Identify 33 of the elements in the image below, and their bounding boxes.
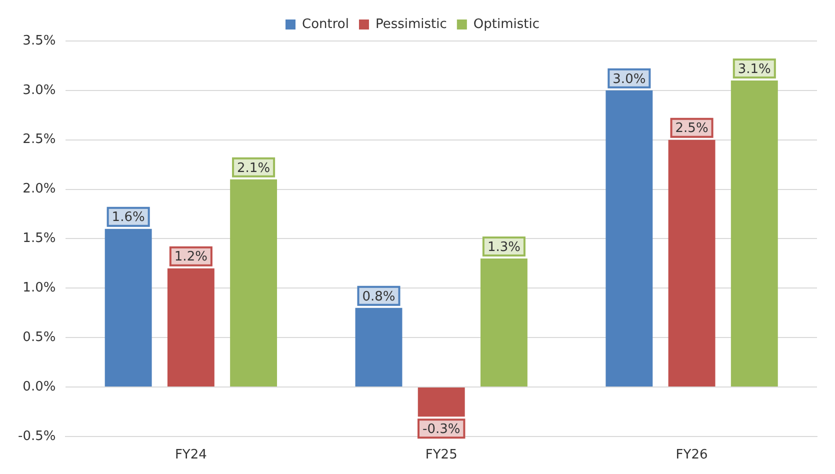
data-label: 2.5% xyxy=(675,121,708,136)
bar xyxy=(668,140,716,386)
bar xyxy=(480,258,528,386)
data-label: 1.3% xyxy=(487,240,520,255)
data-label: 3.0% xyxy=(612,72,646,87)
legend-label: Optimistic xyxy=(473,16,540,32)
y-tick-label: 0.0% xyxy=(22,379,56,394)
y-tick-label: 3.0% xyxy=(22,82,56,98)
y-tick-label: 1.0% xyxy=(22,280,56,296)
x-tick-label: FY26 xyxy=(676,448,708,463)
data-label: 2.1% xyxy=(237,160,270,176)
bar xyxy=(418,387,465,417)
bar xyxy=(606,90,653,386)
x-tick-label: FY25 xyxy=(425,448,458,463)
x-tick-label: FY24 xyxy=(174,448,207,463)
y-tick-label: -0.5% xyxy=(18,428,56,444)
y-tick-label: 2.5% xyxy=(22,132,56,148)
bar xyxy=(104,228,152,386)
legend-label: Control xyxy=(302,16,349,32)
bar xyxy=(730,80,778,386)
y-tick-label: 1.5% xyxy=(22,231,56,246)
data-label: 0.8% xyxy=(362,289,396,304)
bar xyxy=(230,179,278,386)
bar xyxy=(167,268,214,386)
y-tick-label: 2.0% xyxy=(22,182,56,197)
y-tick-label: 3.5% xyxy=(22,33,56,48)
data-label: 1.2% xyxy=(174,250,208,265)
y-tick-label: 0.5% xyxy=(22,330,56,345)
data-label: 3.1% xyxy=(738,62,771,77)
legend-label: Pessimistic xyxy=(375,16,447,32)
data-label: 1.6% xyxy=(112,210,145,226)
data-label: -0.3% xyxy=(422,422,460,438)
bar xyxy=(355,308,402,386)
